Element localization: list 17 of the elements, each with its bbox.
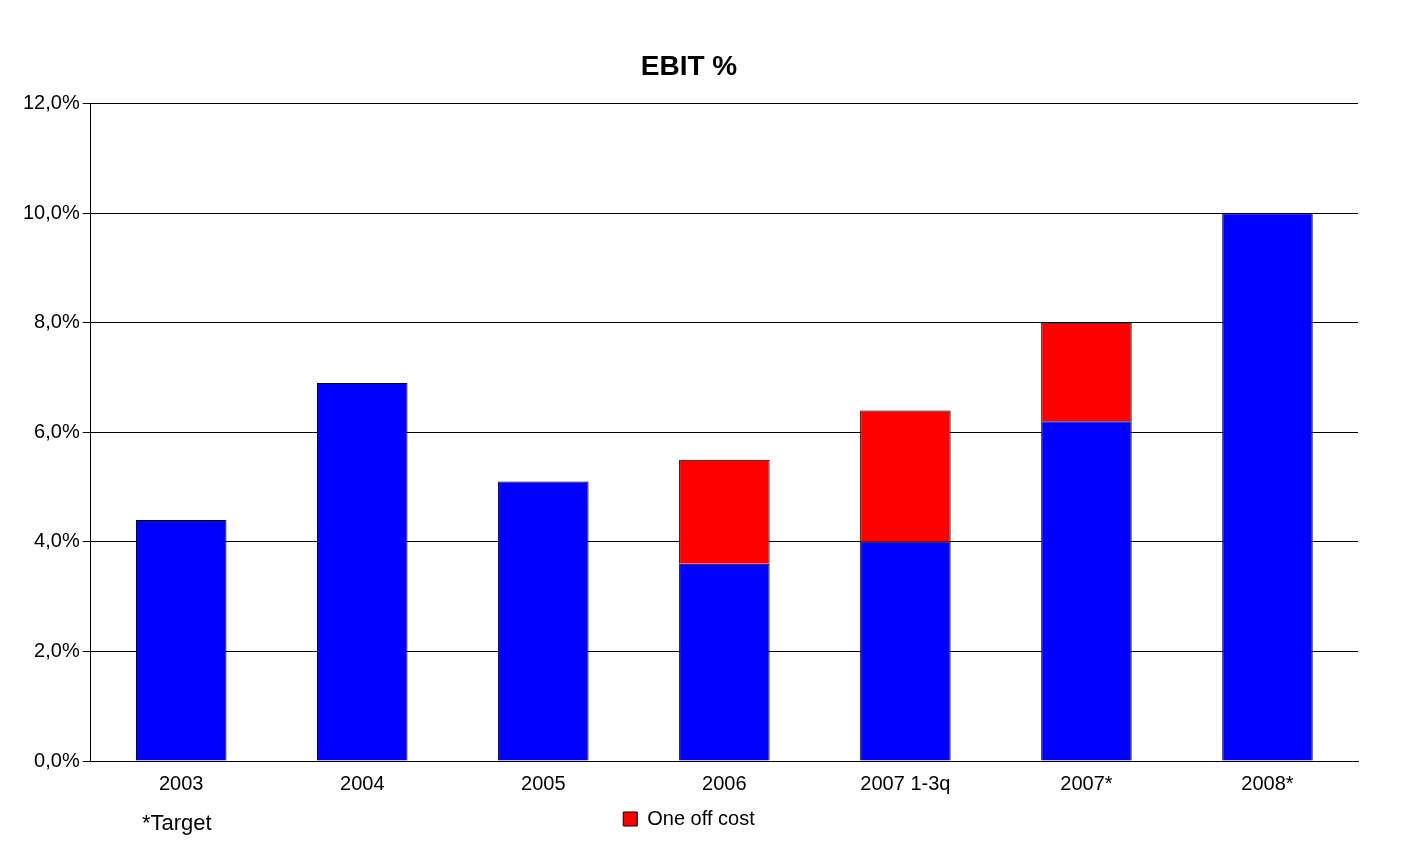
- x-tick-label: 2008*: [1241, 771, 1294, 794]
- x-tick-label: 2007 1-3q: [860, 771, 951, 794]
- x-tick-label: 2004: [340, 771, 385, 794]
- y-tick-label: 6,0%: [34, 419, 80, 442]
- y-tick-label: 10,0%: [22, 200, 80, 223]
- x-tick-label: 2006: [702, 771, 747, 794]
- chart-title: EBIT %: [640, 49, 738, 81]
- text: *Target: [142, 810, 212, 836]
- x-tick-label: 2005: [521, 771, 566, 794]
- x-tick-label: 2003: [158, 771, 204, 794]
- legend-label: One off cost: [647, 806, 756, 829]
- x-tick-label: 2007*: [1060, 771, 1113, 794]
- y-tick-label: 2,0%: [34, 638, 80, 661]
- y-tick-label: 0,0%: [34, 748, 80, 771]
- y-tick-label: 8,0%: [34, 310, 80, 333]
- y-tick-label: 12,0%: [22, 91, 80, 114]
- y-tick-label: 4,0%: [34, 529, 80, 552]
